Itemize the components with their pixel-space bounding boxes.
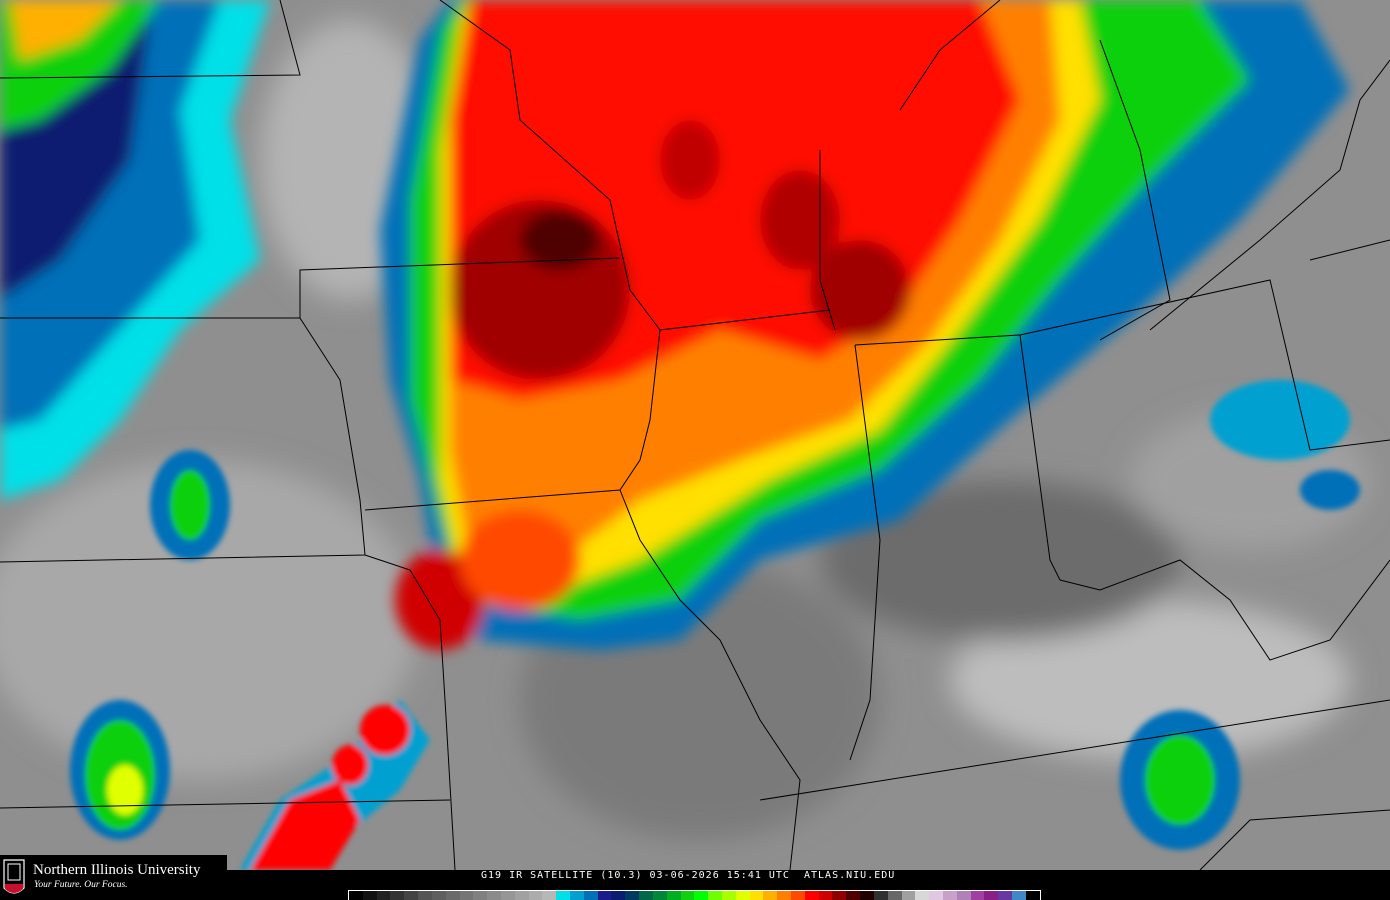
colorbar-swatch xyxy=(942,891,957,900)
southwest-storm-cells xyxy=(70,380,1360,870)
colorbar-swatch xyxy=(459,891,474,900)
colorbar-swatch xyxy=(390,891,405,900)
colorbar-swatch xyxy=(721,891,736,900)
colorbar-swatch xyxy=(832,891,847,900)
colorbar-swatch xyxy=(556,891,570,900)
colorbar-swatch xyxy=(929,891,943,900)
niu-logo: Northern Illinois University Your Future… xyxy=(0,855,227,900)
satellite-ir-map[interactable] xyxy=(0,0,1390,870)
colorbar-swatch xyxy=(998,891,1012,900)
colorbar-swatch xyxy=(376,891,391,900)
colorbar-swatch xyxy=(763,891,778,900)
colorbar-swatch xyxy=(791,891,805,900)
colorbar-swatch xyxy=(873,891,888,900)
colorbar-swatch xyxy=(570,891,584,900)
colorbar-swatch xyxy=(735,891,750,900)
colorbar-swatch xyxy=(404,891,419,900)
time-label: 15:41 UTC xyxy=(726,870,790,881)
colorbar-swatch xyxy=(708,891,722,900)
colorbar-swatch xyxy=(749,891,764,900)
colorbar-swatch xyxy=(1025,891,1040,900)
colorbar-swatch xyxy=(431,891,446,900)
colorbar-swatch xyxy=(362,891,377,900)
colorbar-swatch xyxy=(1012,891,1026,900)
university-name: Northern Illinois University xyxy=(33,862,201,878)
colorbar-swatch xyxy=(445,891,460,900)
colorbar-swatch xyxy=(418,891,432,900)
temperature-colorbar xyxy=(348,890,1041,900)
niu-shield-icon xyxy=(3,859,25,894)
colorbar-swatch xyxy=(956,891,971,900)
colorbar-swatch xyxy=(887,891,902,900)
colorbar-swatch xyxy=(349,891,363,900)
colorbar-swatch xyxy=(666,891,681,900)
source-label[interactable]: ATLAS.NIU.EDU xyxy=(804,870,896,881)
colorbar-swatch xyxy=(915,891,930,900)
colorbar-swatch xyxy=(473,891,488,900)
colorbar-swatch xyxy=(804,891,819,900)
state-boundaries xyxy=(0,0,1390,870)
colorbar-swatch xyxy=(528,891,543,900)
colorbar-swatch xyxy=(901,891,916,900)
colorbar-swatch xyxy=(777,891,791,900)
northwest-cloud-band xyxy=(0,0,270,500)
colorbar-swatch xyxy=(487,891,501,900)
colorbar-swatch xyxy=(694,891,709,900)
colorbar-swatch xyxy=(625,891,640,900)
colorbar-swatch xyxy=(680,891,695,900)
colorbar-swatch xyxy=(984,891,999,900)
colorbar-swatch xyxy=(611,891,626,900)
product-label: G19 IR SATELLITE (10.3) xyxy=(481,870,643,881)
colorbar-swatch xyxy=(639,891,653,900)
colorbar-swatch xyxy=(583,891,598,900)
colorbar-swatch xyxy=(597,891,612,900)
colorbar-swatch xyxy=(846,891,861,900)
university-tagline: Your Future. Our Focus. xyxy=(34,880,128,890)
colorbar-swatch xyxy=(500,891,515,900)
colorbar-swatch xyxy=(970,891,985,900)
colorbar-swatch xyxy=(860,891,874,900)
colorbar-swatch xyxy=(542,891,557,900)
image-caption: G19 IR SATELLITE (10.3) 03-06-2026 15:41… xyxy=(481,870,895,881)
date-label: 03-06-2026 xyxy=(649,870,720,881)
colorbar-swatch xyxy=(514,891,529,900)
colorbar-swatch xyxy=(818,891,833,900)
colorbar-swatch xyxy=(652,891,667,900)
